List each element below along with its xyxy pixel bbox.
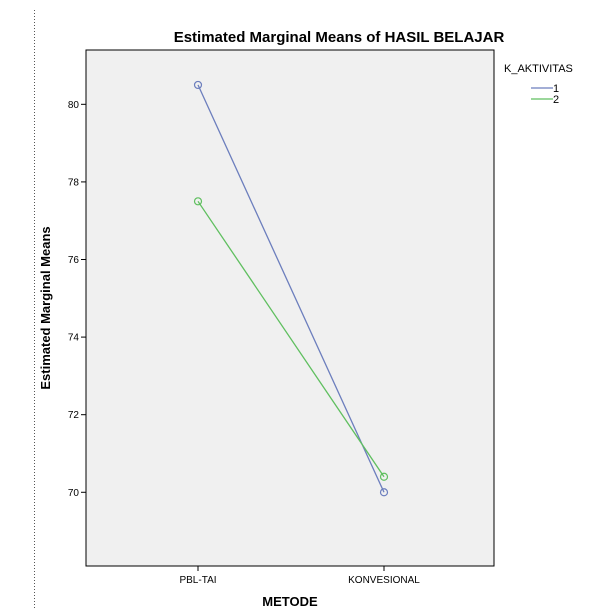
y-tick-label: 78 [68, 177, 80, 188]
series-layer [193, 80, 389, 497]
legend: K_AKTIVITAS 12 [504, 63, 573, 106]
legend-label-1: 1 [553, 83, 559, 95]
legend-title: K_AKTIVITAS [504, 63, 573, 75]
y-tick-label: 80 [68, 100, 80, 111]
x-axis: PBL-TAI KONVESIONAL [179, 566, 420, 586]
series-2-line [197, 200, 385, 478]
legend-items: 12 [531, 83, 559, 106]
x-tick-label: KONVESIONAL [348, 575, 420, 586]
y-tick-label: 74 [68, 333, 80, 344]
y-tick-label: 70 [68, 488, 80, 499]
series-1-line [197, 84, 385, 493]
series-2-point-konvesional [379, 472, 389, 481]
y-tick-label: 76 [68, 255, 80, 266]
plot-area [85, 49, 495, 567]
series-2-point-pbl-tai [193, 197, 203, 206]
y-tick-label: 72 [68, 410, 80, 421]
y-axis: 70 72 74 76 78 80 [68, 100, 86, 499]
series-1-point-konvesional [379, 488, 389, 497]
x-axis-label: METODE [262, 594, 318, 609]
series-1-point-pbl-tai [193, 80, 203, 90]
y-axis-label: Estimated Marginal Means [38, 226, 53, 389]
x-tick-label: PBL-TAI [179, 575, 216, 586]
legend-label-2: 2 [553, 94, 559, 106]
chart-title: Estimated Marginal Means of HASIL BELAJA… [174, 29, 505, 46]
